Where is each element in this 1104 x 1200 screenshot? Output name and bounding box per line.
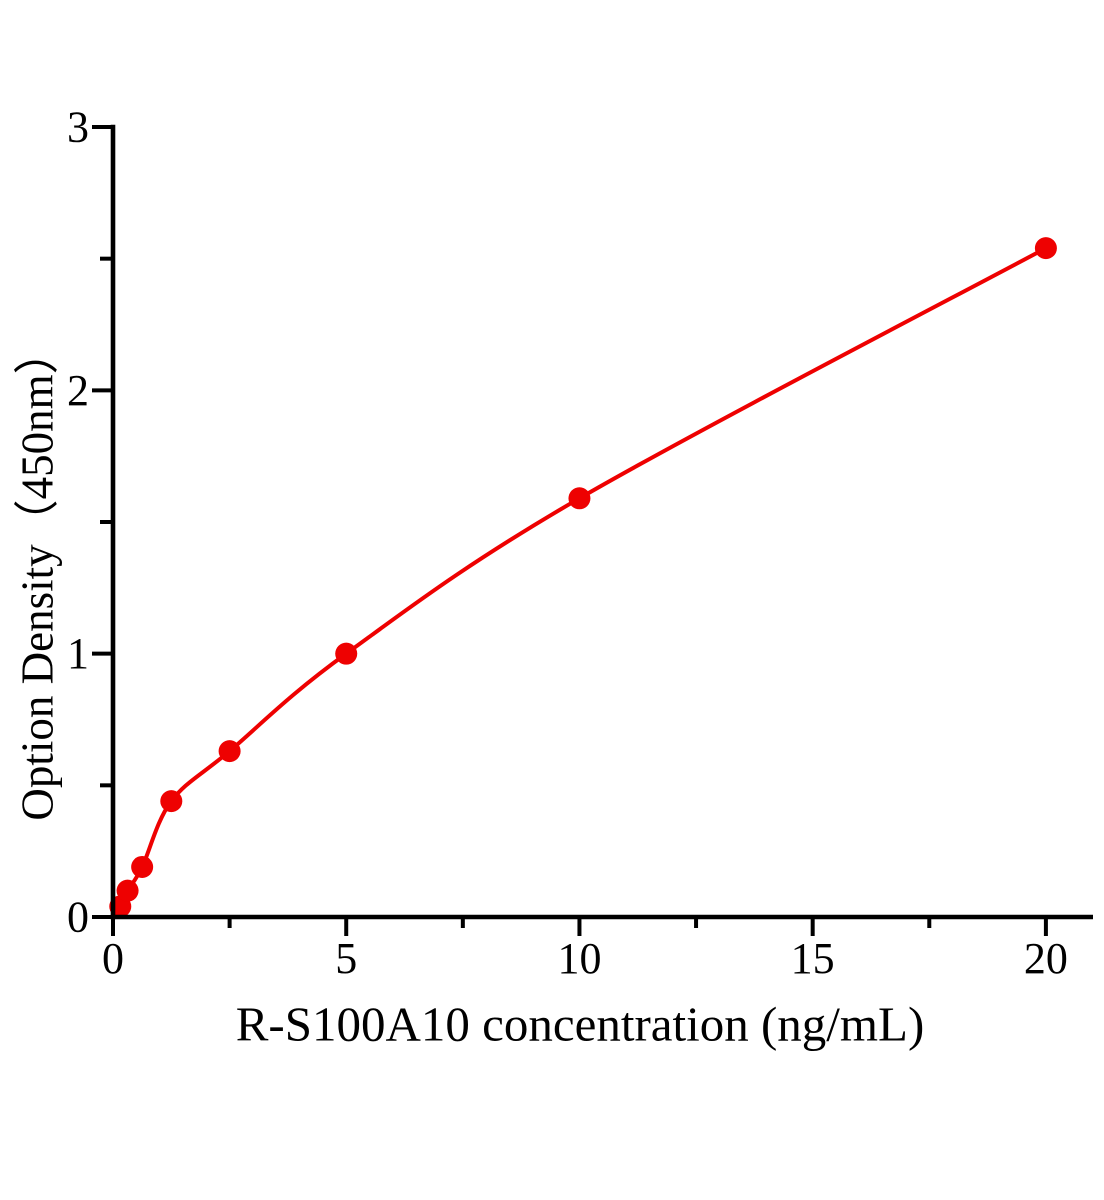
data-point-10 <box>568 487 591 510</box>
y-tick-label-0: 0 <box>67 893 89 942</box>
data-point-20 <box>1034 237 1057 260</box>
x-axis-title: R-S100A10 concentration (ng/mL) <box>235 996 925 1052</box>
x-tick-label-5: 5 <box>335 934 357 983</box>
x-tick-label-10: 10 <box>557 934 601 983</box>
x-tick-label-20: 20 <box>1024 934 1068 983</box>
x-tick-label-0: 0 <box>102 934 124 983</box>
data-point-2.5 <box>218 740 241 763</box>
x-tick-label-15: 15 <box>791 934 835 983</box>
data-point-0.3125 <box>116 879 139 902</box>
y-tick-label-3: 3 <box>67 103 89 152</box>
data-point-5 <box>335 642 358 665</box>
y-tick-label-1: 1 <box>67 629 89 678</box>
data-point-0.625 <box>131 855 154 878</box>
y-tick-label-2: 2 <box>67 366 89 415</box>
y-axis-title: Option Density（450nm） <box>12 329 63 821</box>
data-point-1.25 <box>160 790 183 813</box>
standard-curve-line <box>118 246 1048 909</box>
